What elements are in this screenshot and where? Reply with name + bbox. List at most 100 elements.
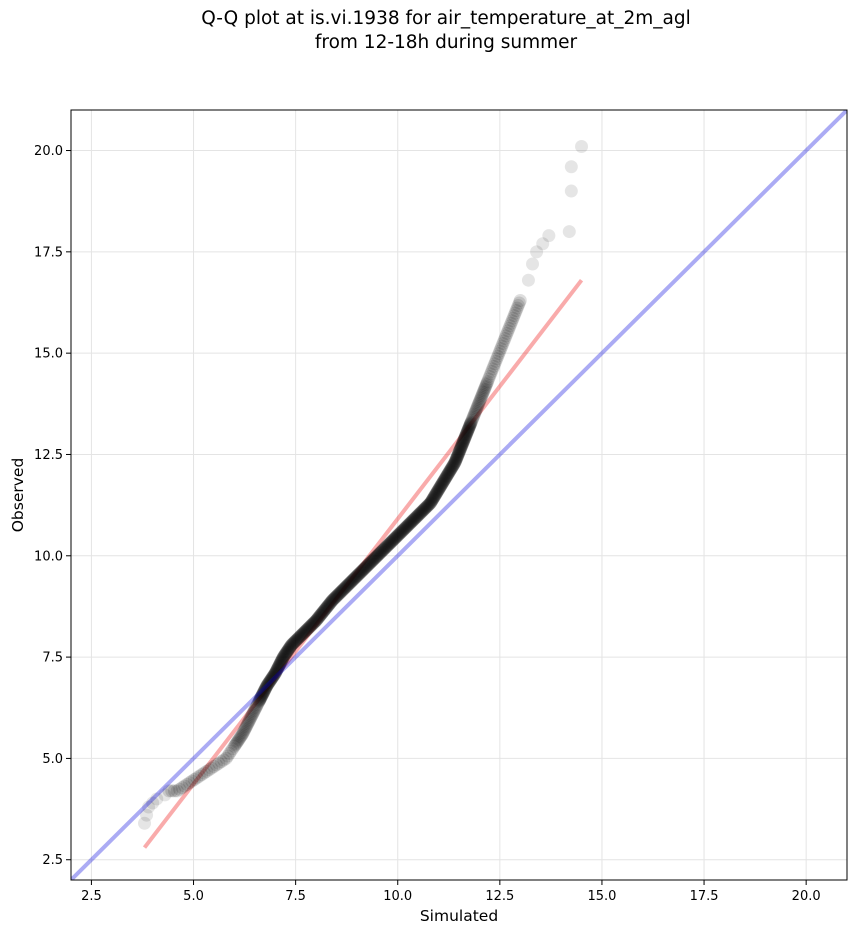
data-point [426, 491, 440, 505]
data-point [370, 549, 384, 563]
data-point [350, 568, 364, 582]
data-point [258, 682, 272, 696]
data-point [257, 684, 271, 698]
data-point [337, 582, 351, 596]
data-point [265, 670, 279, 684]
data-point [444, 461, 458, 475]
data-point [304, 619, 318, 633]
data-point [344, 575, 358, 589]
data-point [197, 766, 211, 780]
data-point [390, 530, 404, 544]
data-point [324, 595, 338, 609]
data-point [463, 417, 477, 431]
data-point [453, 442, 467, 456]
data-point [232, 733, 246, 747]
data-point [416, 504, 430, 518]
data-point [275, 654, 289, 668]
data-point [303, 620, 317, 634]
data-point [265, 672, 279, 686]
data-point [307, 615, 321, 629]
data-point [426, 492, 440, 506]
data-point [260, 679, 274, 693]
data-point [367, 552, 381, 566]
data-point [464, 415, 478, 429]
data-point [406, 513, 420, 527]
data-point [247, 704, 261, 718]
data-point [278, 647, 292, 661]
data-point [252, 694, 266, 708]
data-point [343, 576, 357, 590]
data-point [320, 601, 334, 615]
data-point [447, 457, 461, 471]
data-point [346, 573, 360, 587]
data-point [345, 574, 359, 588]
data-point [433, 480, 447, 494]
data-point [325, 594, 339, 608]
data-point [377, 542, 391, 556]
data-point [369, 551, 383, 565]
data-point [338, 581, 352, 595]
data-point [255, 688, 269, 702]
data-point [244, 711, 258, 725]
data-point [308, 614, 322, 628]
data-point [262, 675, 276, 689]
data-point [263, 674, 277, 688]
data-point [239, 720, 253, 734]
data-point [391, 529, 405, 543]
data-point [314, 608, 328, 622]
data-point [202, 763, 216, 777]
data-point [281, 643, 295, 657]
data-point [453, 443, 467, 457]
data-point [468, 406, 482, 420]
data-point [366, 553, 380, 567]
data-point [330, 589, 344, 603]
data-point [247, 705, 261, 719]
data-point [273, 657, 287, 671]
data-point [376, 543, 390, 557]
y-tick-label: 7.5 [42, 651, 63, 666]
data-point [324, 595, 338, 609]
data-point [331, 588, 345, 602]
data-point [342, 577, 356, 591]
data-point [276, 651, 290, 665]
data-point [426, 492, 440, 506]
data-point [397, 522, 411, 536]
data-point [434, 479, 448, 493]
data-point [180, 777, 194, 791]
data-point [438, 472, 452, 485]
data-point [187, 772, 201, 786]
data-point [362, 557, 376, 571]
data-point [575, 139, 589, 153]
data-point [510, 301, 524, 315]
data-point [345, 574, 359, 588]
data-point [251, 696, 265, 710]
data-point [282, 642, 296, 656]
data-point [228, 738, 242, 752]
data-point [471, 399, 485, 413]
data-point [355, 564, 369, 578]
data-point [270, 662, 284, 676]
data-point [243, 712, 257, 726]
y-tick-label: 5.0 [42, 752, 63, 767]
data-point [373, 546, 387, 560]
data-point [436, 476, 450, 490]
data-point [307, 616, 321, 630]
data-point [241, 715, 255, 729]
x-tick-label: 12.5 [485, 889, 514, 904]
data-point [471, 398, 485, 412]
data-point [352, 567, 366, 581]
data-point [284, 639, 298, 653]
data-point [254, 690, 268, 704]
data-point [378, 541, 392, 555]
data-point [261, 676, 275, 690]
data-point [395, 524, 409, 538]
data-point [423, 496, 437, 510]
chart-title: Q-Q plot at is.vi.1938 for air_temperatu… [201, 8, 691, 29]
data-point [402, 517, 416, 531]
data-point [526, 257, 540, 271]
data-point [261, 677, 275, 691]
data-point [477, 384, 491, 398]
data-point [204, 761, 218, 775]
data-point [321, 599, 335, 613]
data-point [446, 458, 460, 472]
